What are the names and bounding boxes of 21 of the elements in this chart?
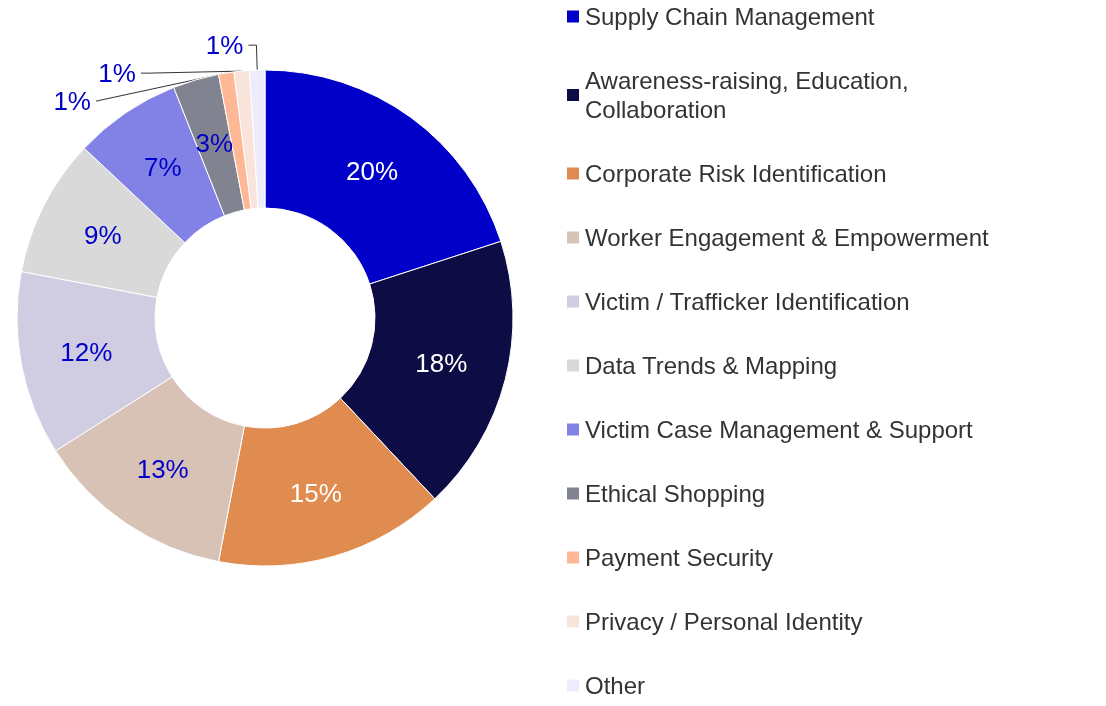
data-label: 15%: [289, 477, 342, 508]
legend-label: Privacy / Personal Identity: [585, 608, 863, 635]
legend-label: Data Trends & Mapping: [585, 352, 838, 379]
legend-label: Ethical Shopping: [585, 480, 766, 507]
data-label: 9%: [84, 220, 122, 251]
legend-label: Victim Case Management & Support: [585, 416, 974, 443]
legend-label: Corporate Risk Identification: [585, 160, 887, 187]
legend-label: Supply Chain Management: [585, 3, 875, 30]
legend-label: Awareness-raising, Education, Collaboration: [585, 67, 916, 123]
data-label: 7%: [143, 152, 182, 183]
data-label: 1%: [205, 30, 244, 61]
legend-label: Worker Engagement & Empowerment: [585, 224, 990, 251]
data-label: 13%: [136, 453, 189, 484]
legend-label: Other: [585, 672, 646, 699]
legend-label: Payment Security: [585, 544, 774, 571]
data-label: 20%: [345, 155, 398, 186]
data-label: 18%: [415, 348, 468, 379]
data-label: 1%: [98, 58, 136, 89]
data-label: 12%: [60, 337, 113, 368]
data-label: 1%: [53, 86, 91, 117]
legend-label: Victim / Trafficker Identification: [585, 288, 910, 315]
